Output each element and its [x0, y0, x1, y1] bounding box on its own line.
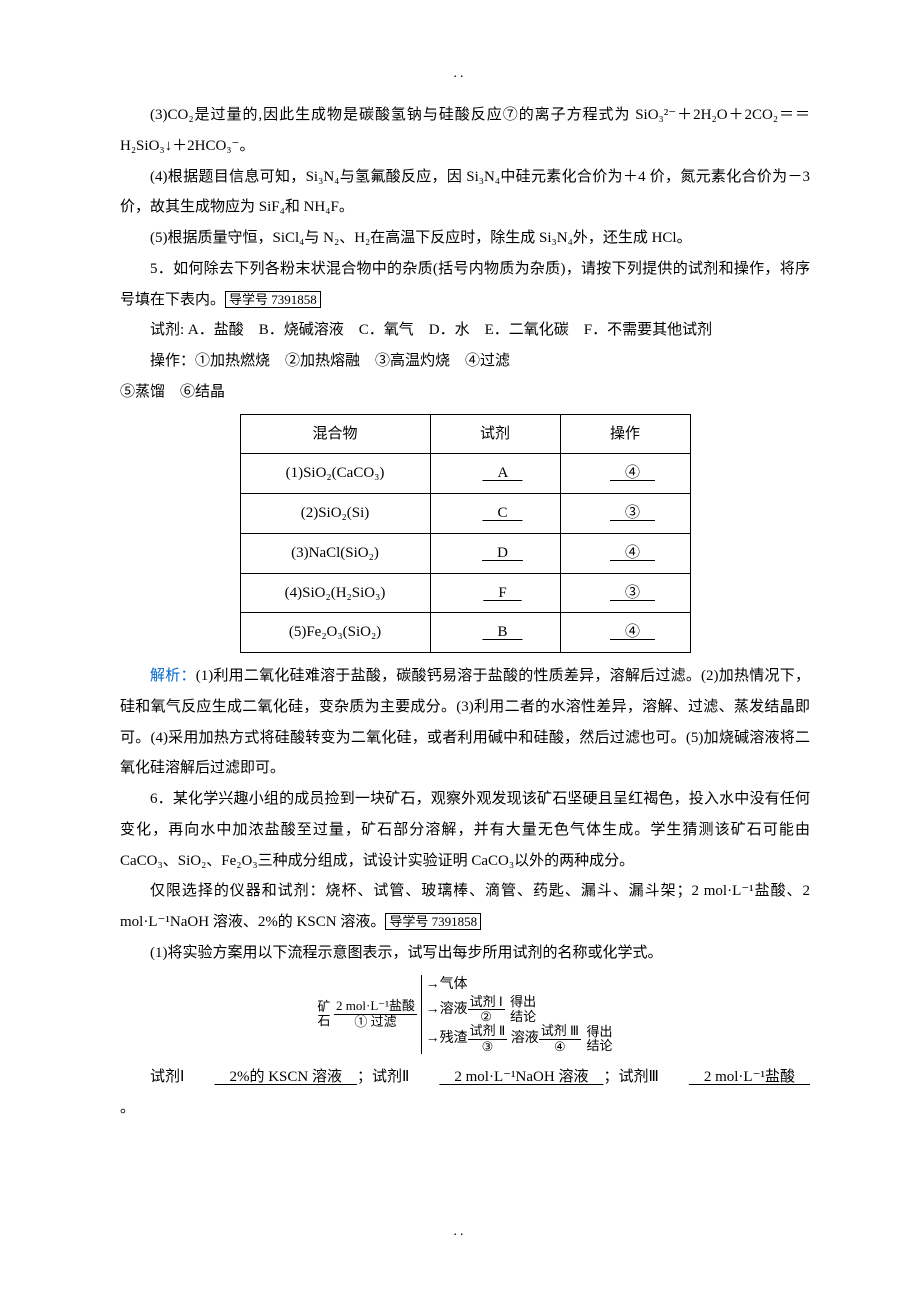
operation-list-b: ⑤蒸馏 ⑥结晶 [120, 377, 810, 408]
flow-ore: 矿 石 [318, 1000, 331, 1029]
table-header: 试剂 [430, 414, 560, 454]
table-header: 操作 [560, 414, 690, 454]
table-header: 混合物 [240, 414, 430, 454]
reagent-list: 试剂: A．盐酸 B．烧碱溶液 C．氧气 D．水 E．二氧化碳 F．不需要其他试… [120, 315, 810, 346]
flow-step1: 2 mol·L⁻¹盐酸 ① 过滤 [334, 999, 417, 1029]
reagent-1-blank: 2%的 KSCN 溶液 [184, 1062, 357, 1093]
question-5-text: 5．如何除去下列各粉末状混合物中的杂质(括号内物质为杂质)，请按下列提供的试剂和… [120, 261, 810, 308]
table-row: (5)Fe₂O₃(SiO₂) B ④ [240, 613, 690, 653]
table-row: (4)SiO₂(H₂SiO₃) F ③ [240, 573, 690, 613]
answer-5-text: (1)利用二氧化硅难溶于盐酸，碳酸钙易溶于盐酸的性质差异，溶解后过滤。(2)加热… [120, 668, 810, 776]
table-row: (1)SiO₂(CaCO₃) A ④ [240, 454, 690, 494]
flow-gas: →气体 [426, 975, 613, 995]
question-6-b: 仅限选择的仪器和试剂：烧杯、试管、玻璃棒、滴管、药匙、漏斗、漏斗架；2 mol·… [120, 876, 810, 938]
footer-dots: .. [0, 1218, 920, 1247]
flow-solution: →溶液试剂 Ⅰ② 得出结论 [426, 995, 613, 1025]
table-row: (3)NaCl(SiO₂) D ④ [240, 533, 690, 573]
question-5-lead: 5．如何除去下列各粉末状混合物中的杂质(括号内物质为杂质)，请按下列提供的试剂和… [120, 254, 810, 316]
flow-branches: →气体 →溶液试剂 Ⅰ② 得出结论 →残渣试剂 Ⅱ③ 溶液试剂 Ⅲ④ 得出结论 [421, 975, 613, 1054]
reagent-2-blank: 2 mol·L⁻¹NaOH 溶液 [409, 1062, 603, 1093]
study-id-box-1: 导学号 7391858 [225, 291, 321, 308]
para-5: (5)根据质量守恒，SiCl₄与 N₂、H₂在高温下反应时，除生成 Si₃N₄外… [120, 223, 810, 254]
answer-label: 解析： [150, 668, 196, 684]
header-dots: .. [0, 60, 920, 89]
study-id-box-2: 导学号 7391858 [385, 913, 481, 930]
answer-6-reagents: 试剂Ⅰ 2%的 KSCN 溶液 ；试剂Ⅱ 2 mol·L⁻¹NaOH 溶液 ；试… [120, 1062, 810, 1124]
para-4: (4)根据题目信息可知，Si₃N₄与氢氟酸反应，因 Si₃N₄中硅元素化合价为＋… [120, 162, 810, 224]
reagent-3-blank: 2 mol·L⁻¹盐酸 [659, 1062, 810, 1093]
question-6-a: 6．某化学兴趣小组的成员捡到一块矿石，观察外观发现该矿石坚硬且呈红褐色，投入水中… [120, 784, 810, 876]
flow-diagram: 矿 石 2 mol·L⁻¹盐酸 ① 过滤 →气体 →溶液试剂 Ⅰ② 得出结论 →… [120, 975, 810, 1054]
flow-residue: →残渣试剂 Ⅱ③ 溶液试剂 Ⅲ④ 得出结论 [426, 1024, 613, 1054]
para-3: (3)CO₂是过量的,因此生成物是碳酸氢钠与硅酸反应⑦的离子方程式为 SiO₃²… [120, 100, 810, 162]
answer-5: 解析：(1)利用二氧化硅难溶于盐酸，碳酸钙易溶于盐酸的性质差异，溶解后过滤。(2… [120, 661, 810, 784]
operation-list-a: 操作：①加热燃烧 ②加热熔融 ③高温灼烧 ④过滤 [120, 346, 810, 377]
mixture-table: 混合物试剂操作(1)SiO₂(CaCO₃) A ④ (2)SiO₂(Si) C … [240, 414, 691, 654]
question-6-c: (1)将实验方案用以下流程示意图表示，试写出每步所用试剂的名称或化学式。 [120, 938, 810, 969]
table-row: (2)SiO₂(Si) C ③ [240, 494, 690, 534]
